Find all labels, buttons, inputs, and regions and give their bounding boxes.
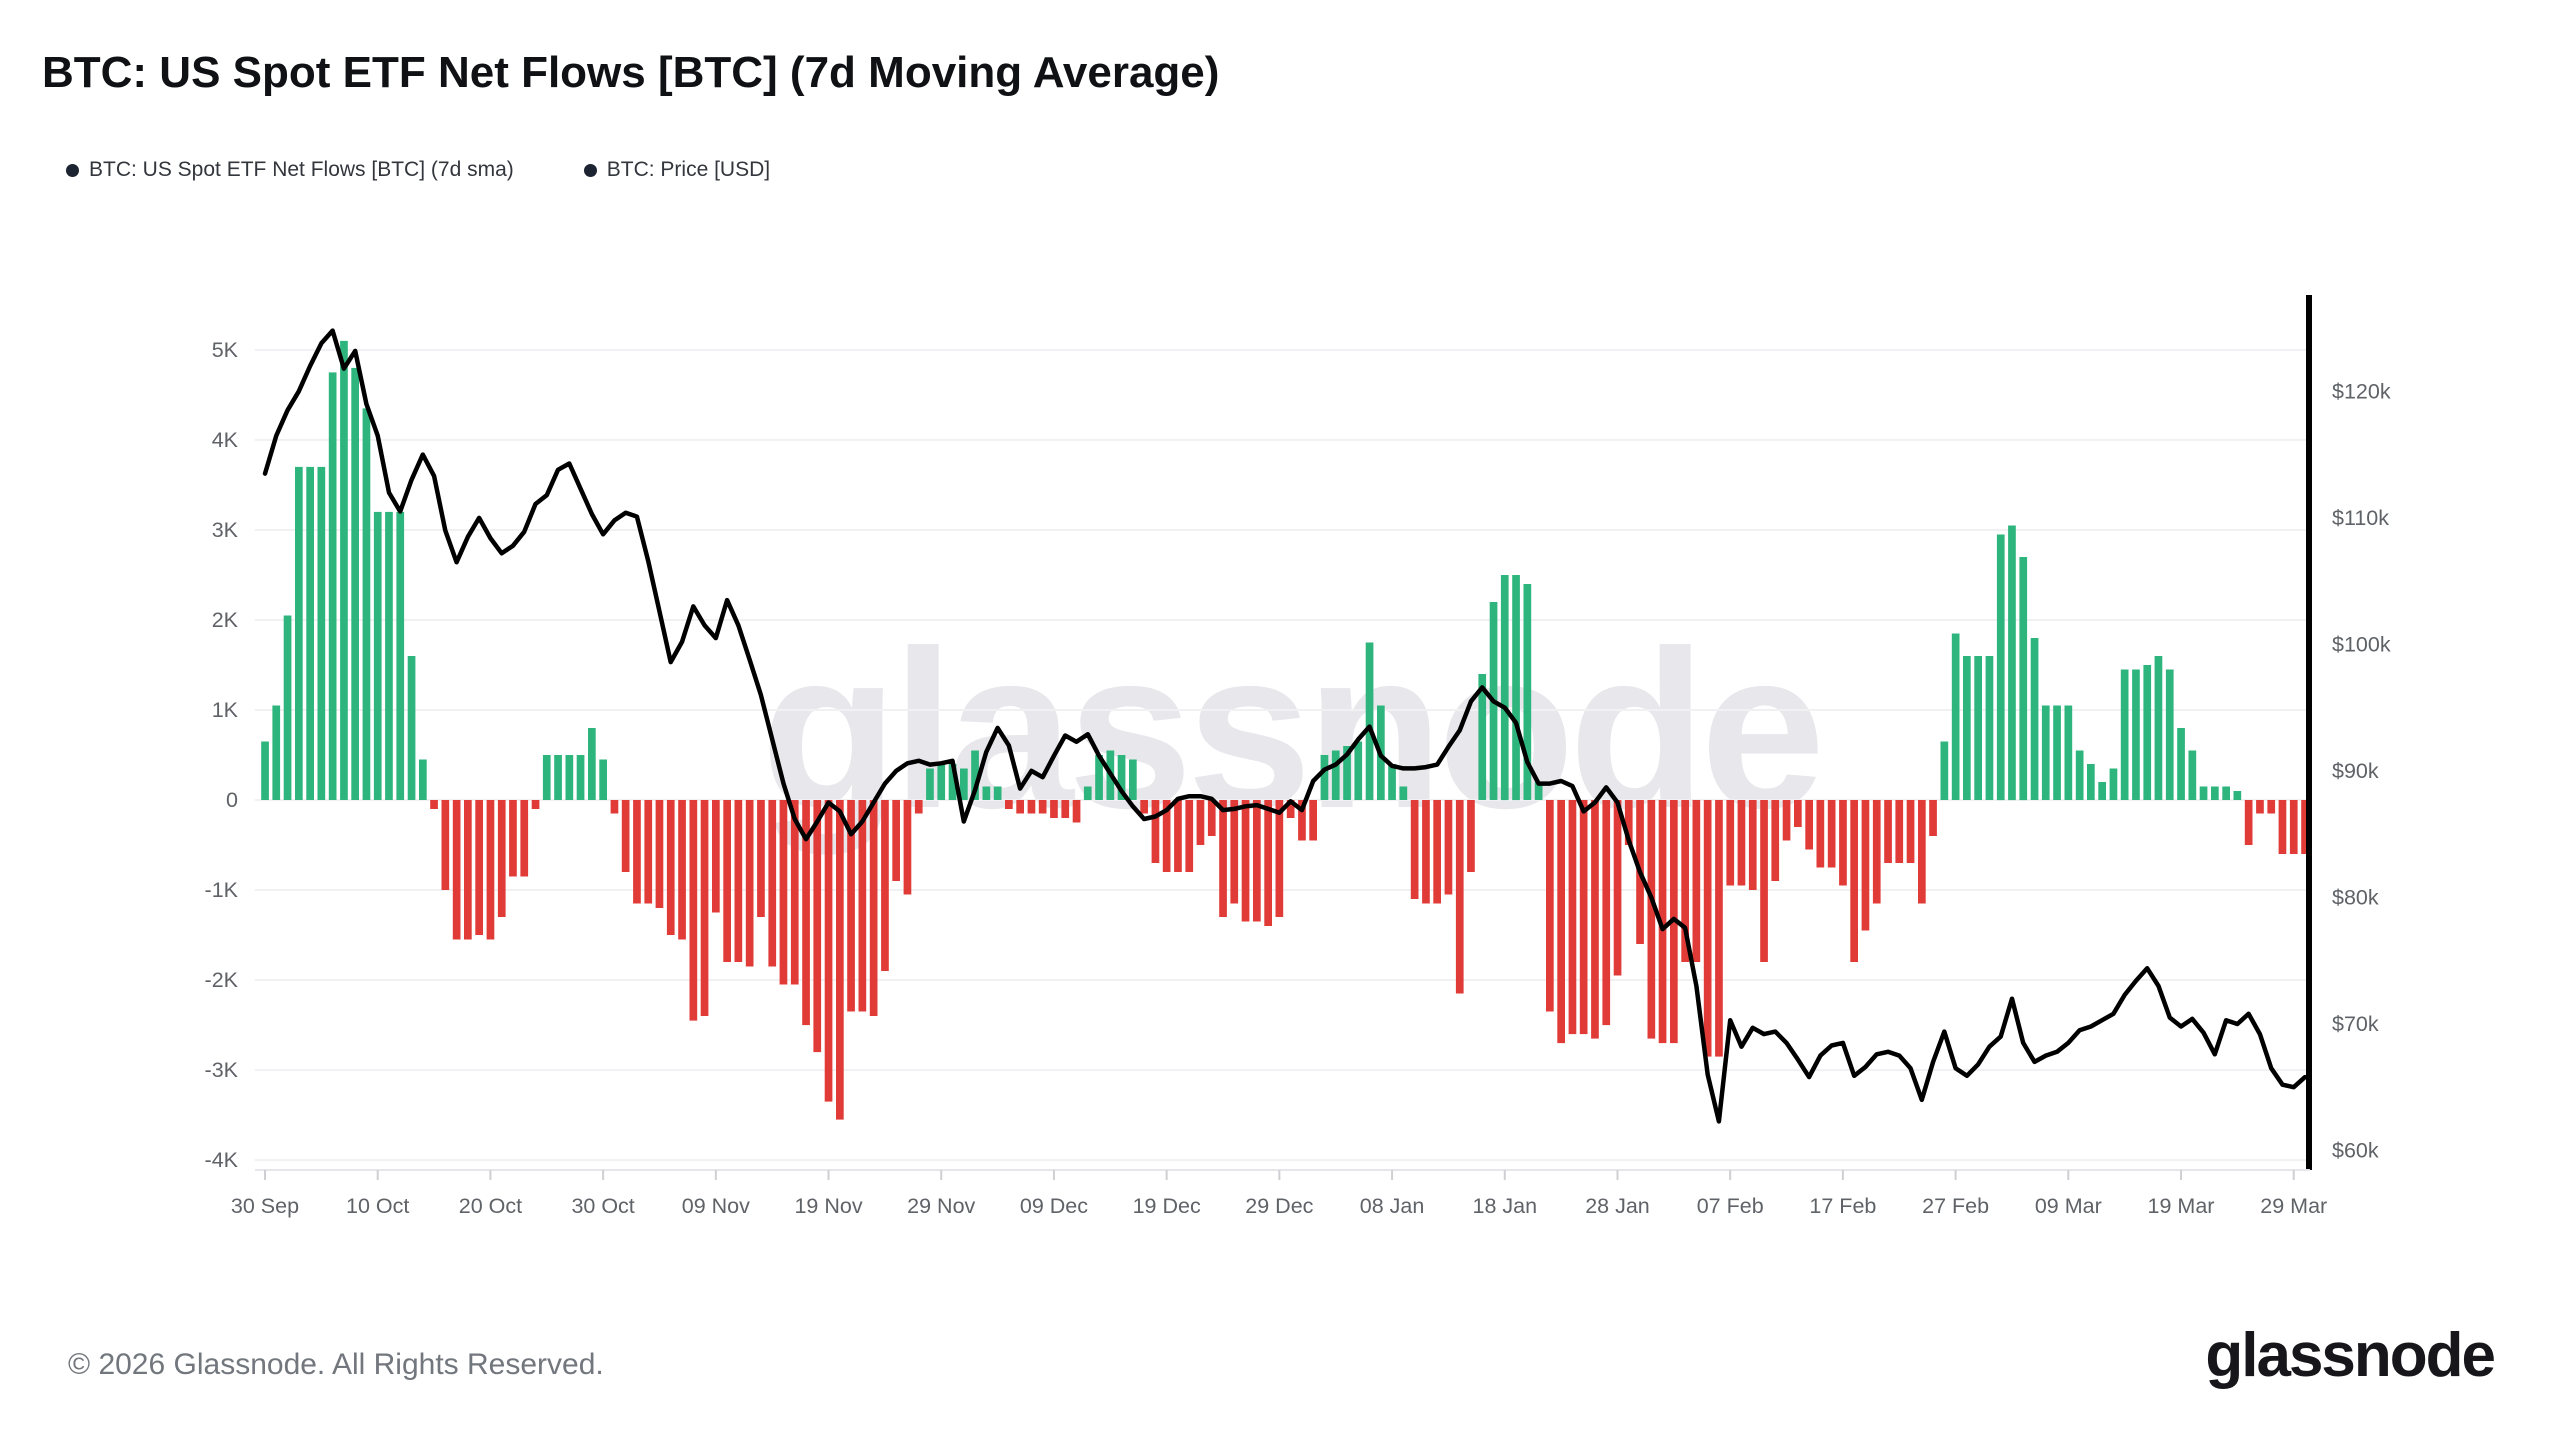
copyright-text: © 2026 Glassnode. All Rights Reserved. bbox=[68, 1348, 604, 1381]
left-axis-labels: 5K 4K 3K 2K 1K 0 -1K -2K -3K -4K bbox=[205, 338, 239, 1172]
svg-text:30 Oct: 30 Oct bbox=[571, 1194, 634, 1218]
right-axis-bar bbox=[2306, 295, 2312, 1170]
svg-text:29 Dec: 29 Dec bbox=[1245, 1194, 1313, 1218]
svg-text:0: 0 bbox=[226, 788, 238, 812]
legend-dot-icon bbox=[583, 163, 597, 177]
svg-text:19 Dec: 19 Dec bbox=[1133, 1194, 1201, 1218]
svg-text:27 Feb: 27 Feb bbox=[1922, 1194, 1989, 1218]
legend-dot-icon bbox=[66, 163, 79, 177]
svg-text:$80k: $80k bbox=[2332, 885, 2379, 909]
right-axis-labels: $120k $110k $100k $90k $80k $70k $60k bbox=[2332, 379, 2391, 1162]
legend-item-netflows[interactable]: BTC: US Spot ETF Net Flows [BTC] (7d sma… bbox=[66, 158, 514, 182]
svg-text:09 Dec: 09 Dec bbox=[1020, 1194, 1088, 1218]
svg-text:5K: 5K bbox=[212, 338, 239, 362]
svg-text:4K: 4K bbox=[212, 428, 239, 452]
legend-item-price[interactable]: BTC: Price [USD] bbox=[583, 158, 771, 182]
legend-label-price: BTC: Price [USD] bbox=[606, 158, 771, 181]
svg-text:19 Mar: 19 Mar bbox=[2148, 1194, 2215, 1218]
svg-text:-4K: -4K bbox=[205, 1148, 239, 1172]
svg-text:$60k: $60k bbox=[2332, 1138, 2379, 1162]
price-line bbox=[262, 328, 2308, 1124]
page-title: BTC: US Spot ETF Net Flows [BTC] (7d Mov… bbox=[42, 48, 1220, 97]
svg-text:07 Feb: 07 Feb bbox=[1697, 1194, 1764, 1218]
svg-text:2K: 2K bbox=[212, 608, 239, 632]
netflow-bars bbox=[261, 340, 2309, 1120]
svg-text:$120k: $120k bbox=[2332, 379, 2391, 403]
svg-text:1K: 1K bbox=[212, 698, 239, 722]
svg-text:3K: 3K bbox=[212, 518, 239, 542]
legend-label-netflows: BTC: US Spot ETF Net Flows [BTC] (7d sma… bbox=[89, 158, 514, 181]
svg-text:$100k: $100k bbox=[2332, 632, 2391, 656]
svg-text:30 Sep: 30 Sep bbox=[231, 1194, 299, 1218]
svg-text:17 Feb: 17 Feb bbox=[1809, 1194, 1876, 1218]
svg-text:09 Mar: 09 Mar bbox=[2035, 1194, 2102, 1218]
svg-text:28 Jan: 28 Jan bbox=[1585, 1194, 1650, 1218]
glassnode-logo: glassnode bbox=[2205, 1321, 2496, 1390]
svg-text:29 Mar: 29 Mar bbox=[2260, 1194, 2327, 1218]
svg-text:-3K: -3K bbox=[205, 1058, 239, 1082]
svg-text:$110k: $110k bbox=[2332, 506, 2389, 530]
svg-text:09 Nov: 09 Nov bbox=[682, 1194, 750, 1218]
svg-text:20 Oct: 20 Oct bbox=[459, 1194, 522, 1218]
svg-text:19 Nov: 19 Nov bbox=[794, 1194, 862, 1218]
svg-text:29 Nov: 29 Nov bbox=[907, 1194, 975, 1218]
svg-text:$70k: $70k bbox=[2332, 1012, 2379, 1036]
svg-text:-1K: -1K bbox=[205, 878, 239, 902]
svg-text:18 Jan: 18 Jan bbox=[1472, 1194, 1537, 1218]
svg-text:08 Jan: 08 Jan bbox=[1360, 1194, 1425, 1218]
svg-text:-2K: -2K bbox=[205, 968, 239, 992]
x-axis: 30 Sep 10 Oct 20 Oct 30 Oct 09 Nov 19 Nov 29 N… bbox=[231, 1169, 2327, 1218]
svg-text:10 Oct: 10 Oct bbox=[346, 1194, 409, 1218]
svg-text:$90k: $90k bbox=[2332, 759, 2379, 783]
legend: BTC: US Spot ETF Net Flows [BTC] (7d sma… bbox=[66, 158, 770, 182]
